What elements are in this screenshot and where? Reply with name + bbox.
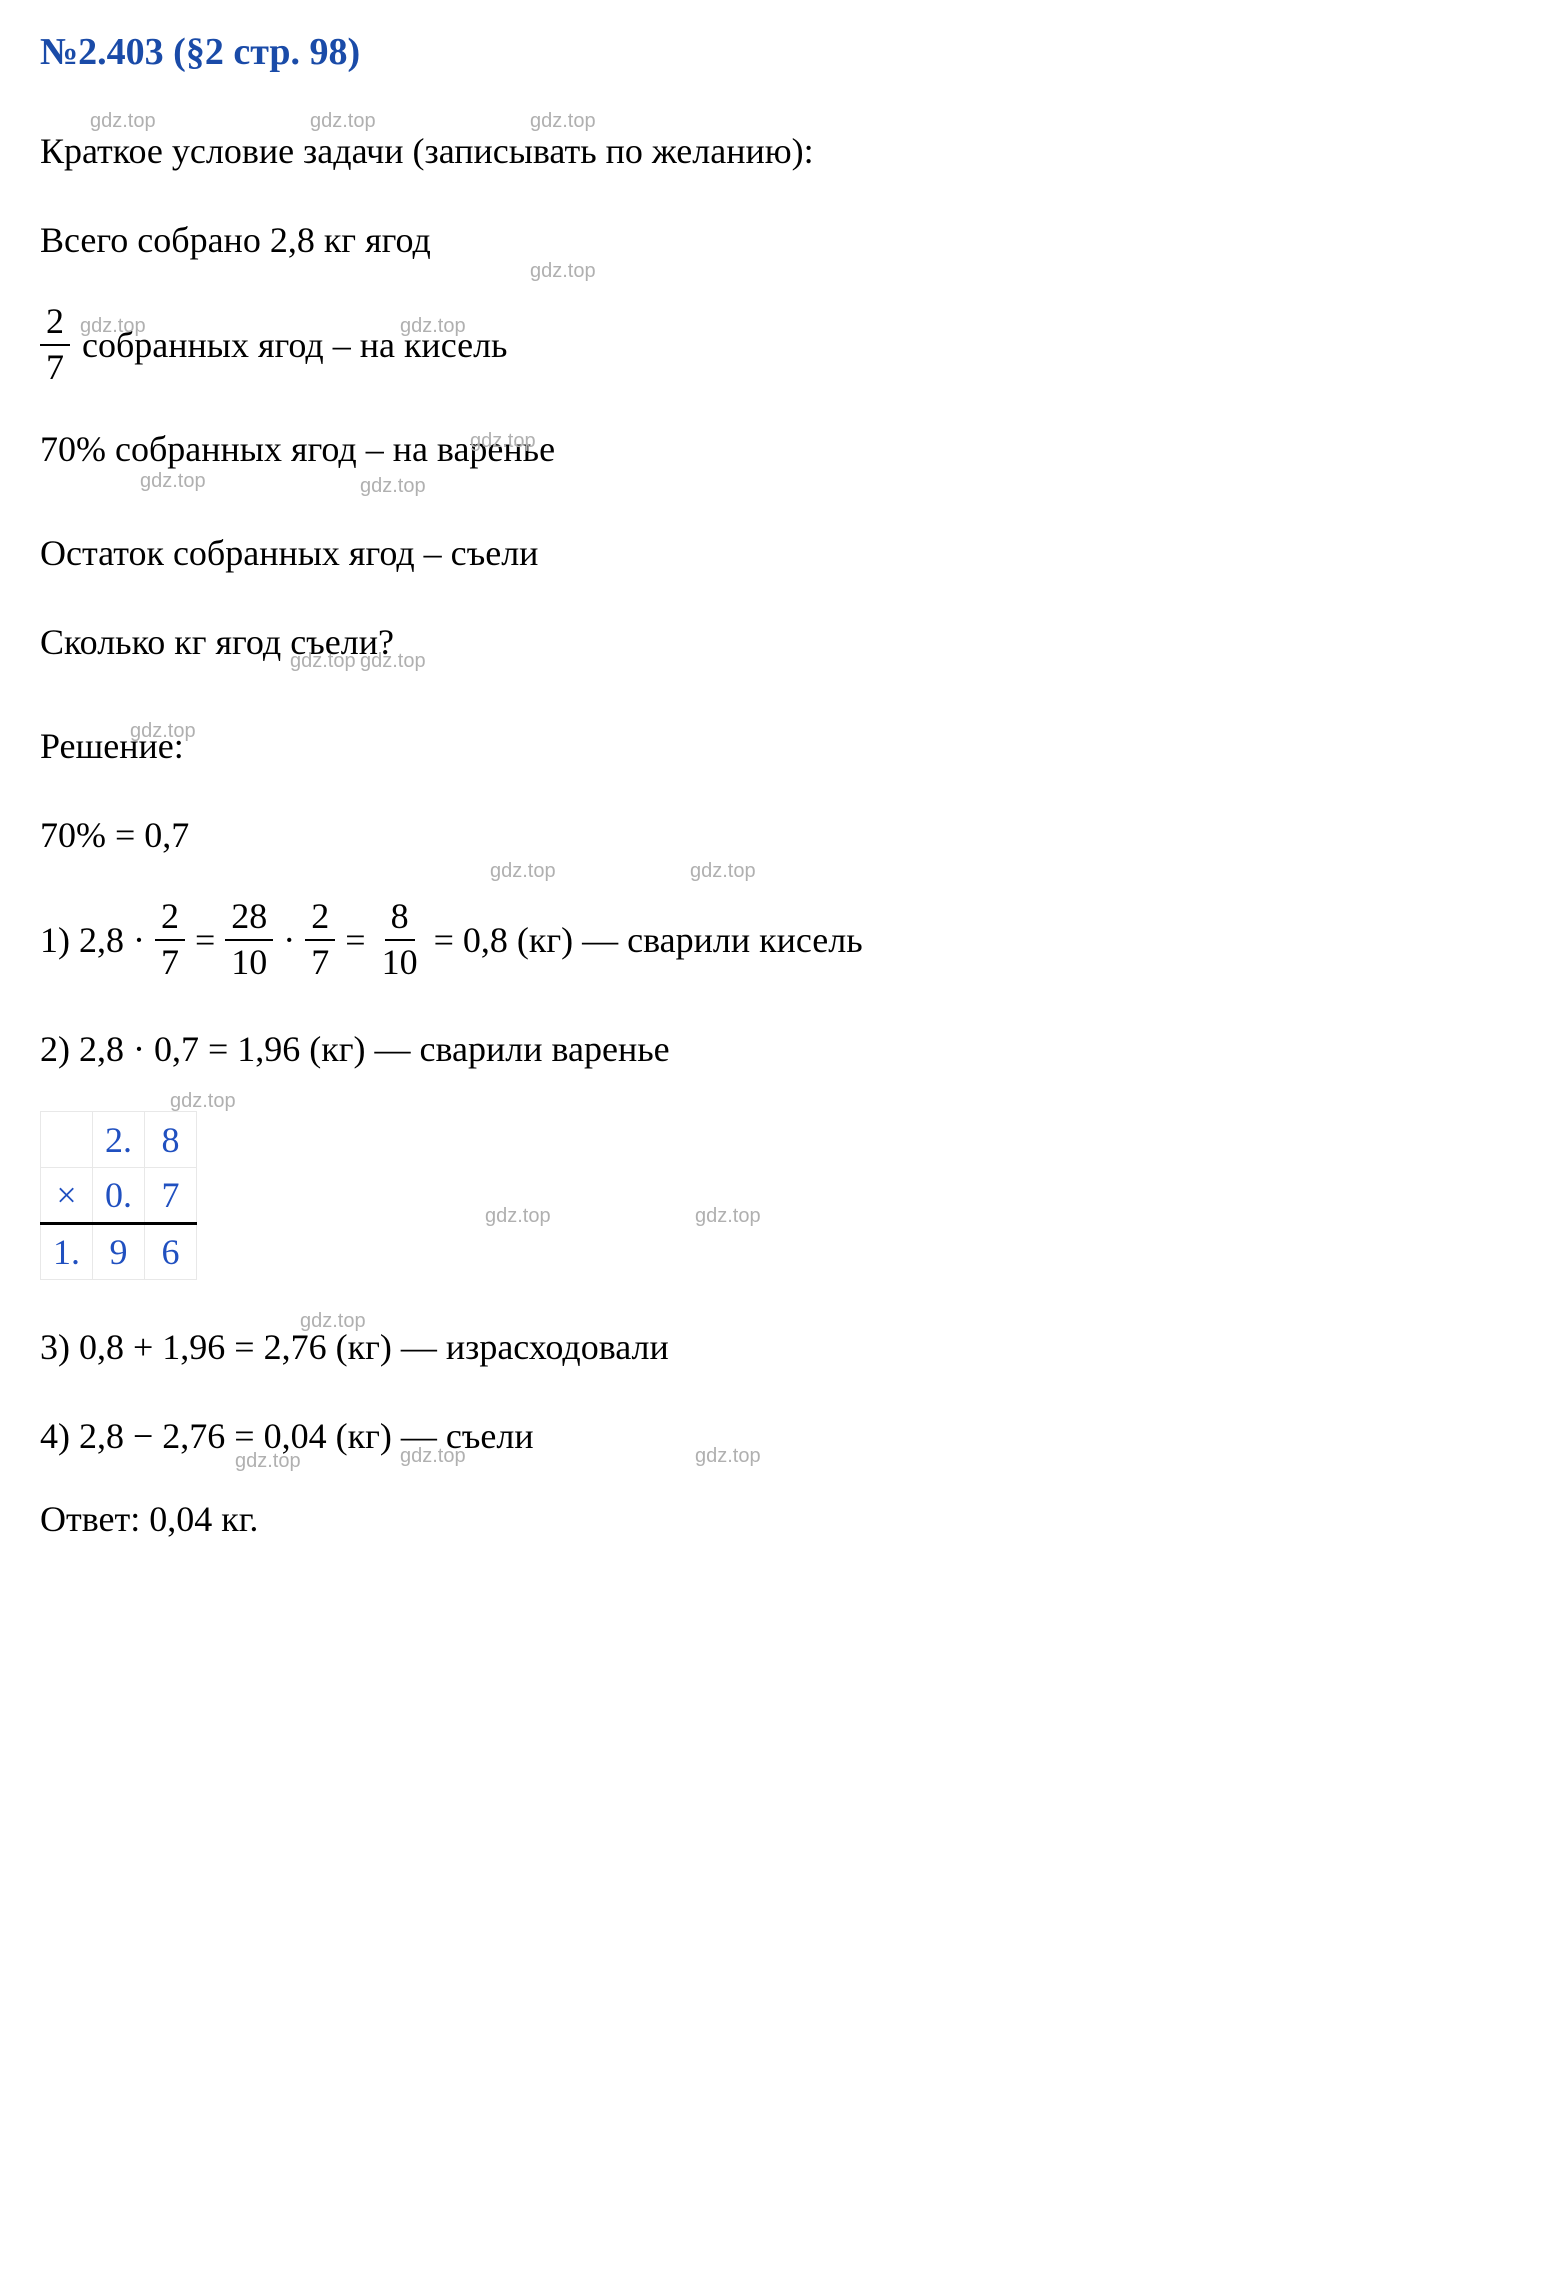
mult-cell: 6: [145, 1224, 197, 1280]
kisel-line: 2 7 собранных ягод – на кисель: [40, 302, 1505, 387]
step1-prefix: 1) 2,8 ·: [40, 919, 145, 961]
mult-cell: 9: [93, 1224, 145, 1280]
step1-frac4: 8 10: [376, 897, 424, 982]
step1: 1) 2,8 · 2 7 = 28 10 · 2 7 = 8 10 = 0,8 …: [40, 897, 1505, 982]
step4: 4) 2,8 − 2,76 = 0,04 (кг) — съели: [40, 1409, 1505, 1463]
step1-frac1: 2 7: [155, 897, 185, 982]
watermark-text: gdz.top: [695, 1205, 761, 1228]
step3: 3) 0,8 + 1,96 = 2,76 (кг) — израсходовал…: [40, 1320, 1505, 1374]
fraction-numerator: 2: [40, 302, 70, 346]
mult-row2: × 0. 7: [41, 1168, 197, 1224]
condition-intro: Краткое условие задачи (записывать по же…: [40, 124, 1505, 178]
mult-operator: ×: [41, 1168, 93, 1224]
answer: Ответ: 0,04 кг.: [40, 1498, 1505, 1540]
watermark-text: gdz.top: [360, 475, 426, 498]
total-collected: Всего собрано 2,8 кг ягод: [40, 213, 1505, 267]
watermark-text: gdz.top: [490, 860, 556, 883]
watermark-text: gdz.top: [690, 860, 756, 883]
watermark-text: gdz.top: [485, 1205, 551, 1228]
step1-frac2: 28 10: [225, 897, 273, 982]
percent-convert: 70% = 0,7: [40, 808, 1505, 862]
step2: 2) 2,8 · 0,7 = 1,96 (кг) — сварили варен…: [40, 1022, 1505, 1076]
jam-line: 70% собранных ягод – на варенье: [40, 422, 1505, 476]
mult-cell: 7: [145, 1168, 197, 1224]
problem-heading: №2.403 (§2 стр. 98): [40, 30, 1505, 74]
mult-cell: 0.: [93, 1168, 145, 1224]
step1-suffix: = 0,8 (кг) — сварили кисель: [434, 919, 863, 961]
kisel-text: собранных ягод – на кисель: [82, 324, 507, 366]
step1-frac3: 2 7: [305, 897, 335, 982]
mult-cell: [41, 1112, 93, 1168]
mult-cell: 8: [145, 1112, 197, 1168]
mult-cell: 1.: [41, 1224, 93, 1280]
watermark-text: gdz.top: [170, 1090, 236, 1113]
fraction-denominator: 7: [40, 346, 70, 388]
document-root: №2.403 (§2 стр. 98) Краткое условие зада…: [40, 30, 1505, 1540]
solution-label: Решение:: [40, 719, 1505, 773]
mult-cell: 2.: [93, 1112, 145, 1168]
multiplication-table: 2. 8 × 0. 7 1. 9 6: [40, 1111, 197, 1280]
remainder-line: Остаток собранных ягод – съели: [40, 526, 1505, 580]
mult-result-row: 1. 9 6: [41, 1224, 197, 1280]
mult-row1: 2. 8: [41, 1112, 197, 1168]
kisel-fraction: 2 7: [40, 302, 70, 387]
question-line: Сколько кг ягод съели?: [40, 615, 1505, 669]
